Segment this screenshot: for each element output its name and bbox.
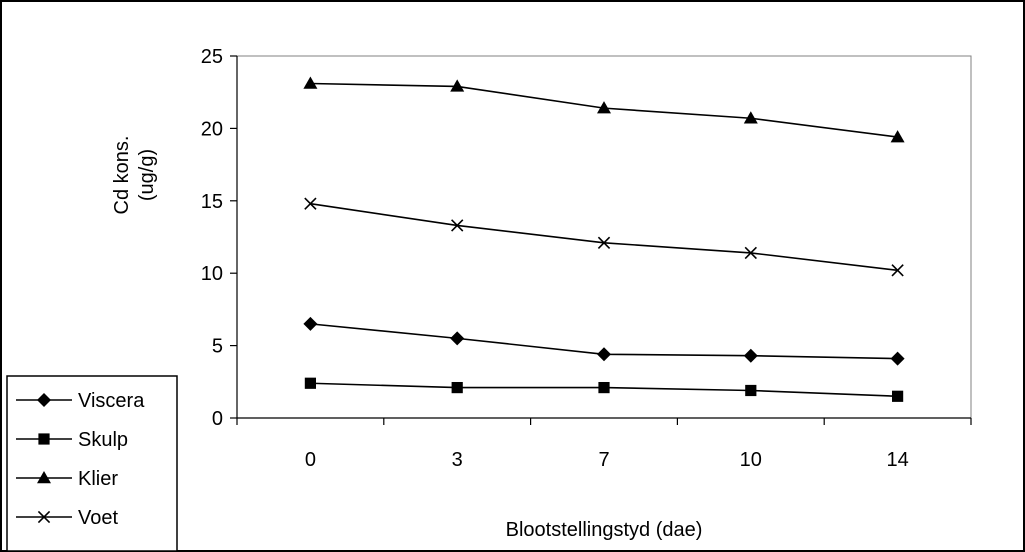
point-klier: [743, 111, 758, 124]
x-tick-label: 14: [886, 449, 908, 471]
legend-marker-viscera: [37, 393, 51, 407]
point-klier: [450, 79, 465, 92]
cross-stroke: [304, 197, 317, 210]
legend-label-viscera: Viscera: [78, 390, 145, 412]
cross-stroke: [451, 219, 464, 232]
legend-label-skulp: Skulp: [78, 429, 128, 451]
point-viscera: [890, 351, 905, 366]
legend-marker-klier: [37, 471, 51, 484]
point-viscera: [450, 331, 465, 346]
point-voet: [304, 197, 317, 210]
point-klier: [597, 101, 611, 114]
point-voet: [451, 219, 464, 232]
point-skulp: [304, 377, 316, 389]
y-tick-label: 15: [201, 191, 223, 213]
y-tick-label: 10: [201, 263, 223, 285]
cross-stroke: [37, 510, 51, 524]
point-klier: [890, 130, 905, 143]
point-klier: [303, 76, 318, 89]
legend: Viscera Skulp Klier Voet: [6, 375, 178, 551]
x-tick-label: 7: [598, 449, 609, 471]
legend-label-klier: Klier: [78, 468, 118, 490]
legend-marker-skulp: [38, 433, 50, 445]
x-tick-label: 3: [452, 449, 463, 471]
series-layer: [303, 76, 905, 402]
legend-box: [6, 375, 178, 551]
x-tick-label: 0: [305, 449, 316, 471]
point-voet: [891, 264, 904, 277]
x-axis-title: Blootstellingstyd (dae): [506, 519, 703, 541]
y-tick-label: 0: [212, 408, 223, 430]
point-skulp: [451, 381, 463, 394]
y-tick-label: 5: [212, 336, 223, 358]
cross-stroke: [744, 246, 757, 260]
point-voet: [744, 246, 757, 260]
axes: 0 5 10 15 20 25 0 3 7 10 14: [201, 46, 972, 471]
legend-label-voet: Voet: [78, 507, 118, 529]
y-tick-label: 25: [201, 46, 223, 68]
point-skulp: [892, 390, 904, 402]
legend-marker-voet: [37, 510, 51, 524]
y-axis-title-line1: Cd kons.: [111, 136, 133, 215]
cross-stroke: [597, 236, 611, 249]
point-skulp: [598, 381, 610, 394]
cross-stroke: [891, 264, 904, 277]
y-tick-label: 20: [201, 118, 223, 140]
x-tick-label: 10: [740, 449, 762, 471]
point-viscera: [597, 347, 611, 362]
point-voet: [597, 236, 611, 249]
point-viscera: [743, 348, 758, 363]
point-viscera: [303, 316, 318, 331]
y-axis-title-line2: (ug/g): [136, 149, 158, 201]
point-skulp: [745, 384, 757, 397]
